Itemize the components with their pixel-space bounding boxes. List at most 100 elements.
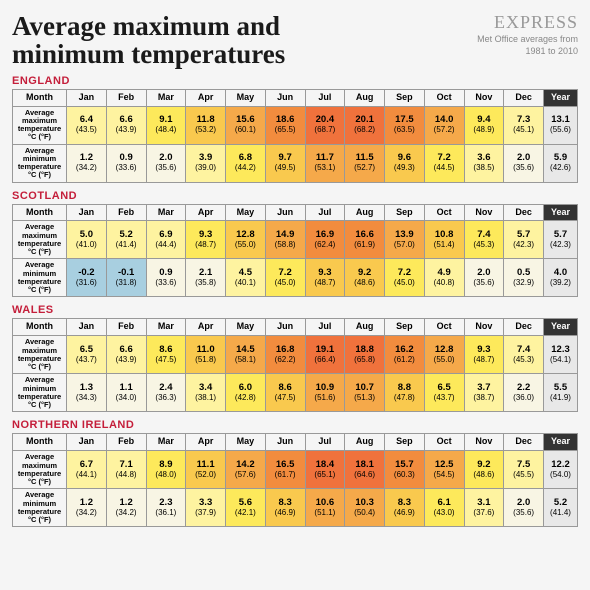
fahrenheit-value: (41.4) [108, 241, 145, 250]
region-wales: WALES MonthJanFebMarAprMayJunJulAugSepOct… [12, 304, 578, 412]
celsius-value: 8.9 [148, 460, 185, 470]
celsius-value: 2.3 [148, 498, 185, 508]
fahrenheit-value: (45.1) [505, 126, 542, 135]
temp-cell: 2.0(35.6) [464, 259, 504, 297]
temp-cell: 11.0(51.8) [186, 336, 226, 374]
fahrenheit-value: (35.6) [466, 279, 503, 288]
col-month: Mar [146, 204, 186, 221]
fahrenheit-value: (46.9) [267, 509, 304, 518]
col-month: Sep [385, 89, 425, 106]
temp-cell: 8.8(47.8) [385, 374, 425, 412]
fahrenheit-value: (43.9) [108, 126, 145, 135]
fahrenheit-value: (48.6) [466, 471, 503, 480]
fahrenheit-value: (66.4) [307, 356, 344, 365]
row-label-min: Averageminimumtemperature°C (°F) [13, 489, 67, 527]
celsius-value: 6.7 [68, 460, 105, 470]
temp-cell: 2.1(35.8) [186, 259, 226, 297]
celsius-value: 9.2 [466, 460, 503, 470]
fahrenheit-value: (35.8) [187, 279, 224, 288]
fahrenheit-value: (39.0) [187, 164, 224, 173]
temp-cell: 3.4(38.1) [186, 374, 226, 412]
col-month: May [226, 204, 266, 221]
fahrenheit-value: (55.0) [227, 241, 264, 250]
temp-cell: 5.7(42.3) [544, 221, 578, 259]
celsius-value: 16.5 [267, 460, 304, 470]
row-label-max: Averagemaximumtemperature°C (°F) [13, 336, 67, 374]
temp-cell: 1.3(34.3) [67, 374, 107, 412]
temperature-table: MonthJanFebMarAprMayJunJulAugSepOctNovDe… [12, 318, 578, 412]
fahrenheit-value: (36.0) [505, 394, 542, 403]
col-month: Apr [186, 434, 226, 451]
fahrenheit-value: (63.5) [386, 126, 423, 135]
temp-cell: 18.6(65.5) [265, 106, 305, 144]
celsius-value: 1.2 [108, 498, 145, 508]
fahrenheit-value: (49.5) [267, 164, 304, 173]
celsius-value: 18.1 [346, 460, 383, 470]
title-line2: minimum temperatures [12, 39, 285, 69]
temp-cell: 18.4(65.1) [305, 451, 345, 489]
temp-cell: 2.4(36.3) [146, 374, 186, 412]
temp-cell: 12.2(54.0) [544, 451, 578, 489]
fahrenheit-value: (31.6) [68, 279, 105, 288]
celsius-value: 3.1 [466, 498, 503, 508]
col-month: Jun [265, 319, 305, 336]
fahrenheit-value: (34.2) [68, 509, 105, 518]
temp-cell: 0.9(33.6) [146, 259, 186, 297]
temp-cell: 1.1(34.0) [106, 374, 146, 412]
temp-cell: 5.2(41.4) [106, 221, 146, 259]
region-northern-ireland: NORTHERN IRELANDMonthJanFebMarAprMayJunJ… [12, 419, 578, 527]
col-year: Year [544, 319, 578, 336]
temp-cell: 11.7(53.1) [305, 144, 345, 182]
fahrenheit-value: (42.8) [227, 394, 264, 403]
temp-cell: 6.6(43.9) [106, 336, 146, 374]
temp-cell: 11.8(53.2) [186, 106, 226, 144]
celsius-value: 1.2 [68, 498, 105, 508]
fahrenheit-value: (45.5) [505, 471, 542, 480]
celsius-value: 8.3 [386, 498, 423, 508]
fahrenheit-value: (51.1) [307, 509, 344, 518]
temp-cell: 11.5(52.7) [345, 144, 385, 182]
fahrenheit-value: (42.1) [227, 509, 264, 518]
temp-cell: 14.2(57.6) [226, 451, 266, 489]
fahrenheit-value: (42.6) [545, 164, 576, 173]
celsius-value: 7.5 [505, 460, 542, 470]
celsius-value: 6.1 [426, 498, 463, 508]
temp-cell: 20.4(68.7) [305, 106, 345, 144]
row-label-max: Averagemaximumtemperature°C (°F) [13, 221, 67, 259]
fahrenheit-value: (47.5) [148, 356, 185, 365]
fahrenheit-value: (48.4) [148, 126, 185, 135]
temp-cell: 13.9(57.0) [385, 221, 425, 259]
region-heading: WALES [12, 304, 578, 316]
temp-cell: 2.0(35.6) [146, 144, 186, 182]
fahrenheit-value: (51.8) [187, 356, 224, 365]
col-month: Feb [106, 434, 146, 451]
region-heading: SCOTLAND [12, 190, 578, 202]
col-month: Aug [345, 89, 385, 106]
temp-cell: 8.3(46.9) [385, 489, 425, 527]
fahrenheit-value: (55.0) [426, 356, 463, 365]
temp-cell: 5.5(41.9) [544, 374, 578, 412]
fahrenheit-value: (61.2) [386, 356, 423, 365]
fahrenheit-value: (34.3) [68, 394, 105, 403]
col-month: Jan [67, 434, 107, 451]
celsius-value: 10.6 [307, 498, 344, 508]
fahrenheit-value: (45.3) [505, 356, 542, 365]
temp-cell: 3.1(37.6) [464, 489, 504, 527]
temp-cell: 5.0(41.0) [67, 221, 107, 259]
temp-cell: 5.7(42.3) [504, 221, 544, 259]
col-label: Month [13, 434, 67, 451]
col-month: Mar [146, 319, 186, 336]
temp-cell: 1.2(34.2) [67, 144, 107, 182]
fahrenheit-value: (35.6) [505, 509, 542, 518]
col-month: Sep [385, 204, 425, 221]
fahrenheit-value: (52.0) [187, 471, 224, 480]
celsius-value: 8.3 [267, 498, 304, 508]
temp-cell: 16.8(62.2) [265, 336, 305, 374]
row-label-min: Averageminimumtemperature°C (°F) [13, 374, 67, 412]
col-month: May [226, 319, 266, 336]
celsius-value: 2.0 [505, 498, 542, 508]
fahrenheit-value: (34.2) [68, 164, 105, 173]
fahrenheit-value: (41.9) [545, 394, 576, 403]
fahrenheit-value: (37.6) [466, 509, 503, 518]
fahrenheit-value: (31.8) [108, 279, 145, 288]
